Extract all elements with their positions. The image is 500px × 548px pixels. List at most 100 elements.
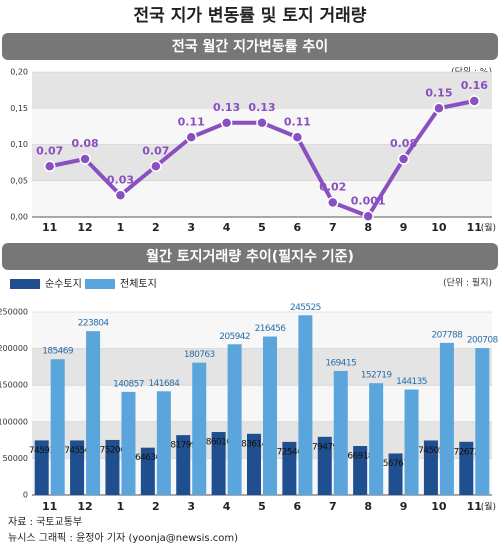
x-tick-label: 9	[400, 500, 408, 513]
data-label: 0.07	[36, 144, 63, 157]
bar	[404, 389, 419, 495]
point	[220, 117, 233, 129]
point	[327, 196, 339, 209]
legend-swatch	[10, 279, 40, 289]
legend-swatch	[85, 279, 115, 289]
band	[32, 72, 492, 109]
x-tick-label: 4	[223, 500, 231, 513]
y-tick-label: 150000	[0, 381, 28, 390]
data-label: 207788	[432, 330, 464, 340]
data-label: 0.001	[351, 194, 386, 207]
band	[32, 348, 492, 386]
band	[32, 385, 492, 422]
point	[291, 131, 304, 143]
y-tick-label: 0,05	[10, 176, 28, 185]
data-label: 66918	[347, 452, 374, 462]
band	[32, 312, 492, 349]
bar	[388, 453, 403, 495]
data-label: 0.11	[284, 115, 311, 128]
point	[43, 160, 56, 172]
data-label: 74556	[64, 446, 91, 456]
bar	[459, 441, 474, 495]
bar	[86, 331, 101, 495]
bar	[227, 344, 242, 495]
point	[150, 160, 162, 172]
point	[468, 95, 481, 107]
data-label: 141684	[148, 379, 180, 389]
data-label: 140857	[113, 379, 144, 389]
x-tick-label: 11	[467, 500, 482, 513]
x-tick-label: 12	[77, 221, 92, 234]
data-label: 56767	[383, 459, 409, 469]
bar	[298, 315, 313, 495]
x-tick-label: 1	[117, 500, 125, 513]
y-tick-label: 200000	[0, 344, 28, 353]
x-tick-label: 10	[431, 221, 447, 234]
data-label: 216456	[255, 324, 287, 334]
x-tick-label: 8	[364, 500, 372, 513]
x-tick-label: 3	[187, 221, 195, 234]
x-tick-label: 8	[364, 221, 372, 234]
x-tick-label: 11	[42, 221, 57, 234]
data-label: 0.16	[461, 79, 488, 92]
y-tick-label: 0,20	[10, 68, 28, 77]
data-label: 86010	[206, 438, 233, 448]
point	[397, 153, 410, 165]
bar	[475, 348, 490, 495]
data-label: 75206	[100, 445, 127, 455]
data-label: 0.15	[425, 86, 452, 99]
point	[79, 153, 91, 165]
x-tick-label: 3	[187, 500, 195, 513]
x-tick-label: 2	[152, 221, 160, 234]
band	[32, 144, 492, 181]
data-label: 83614	[241, 439, 268, 449]
data-label: 0.11	[178, 115, 205, 128]
data-label: 152719	[361, 371, 393, 381]
bar	[369, 383, 384, 495]
data-label: 81799	[170, 441, 197, 451]
data-label: 169415	[325, 358, 356, 368]
x-unit: (월)	[481, 222, 496, 234]
point	[114, 189, 127, 201]
bar	[317, 436, 332, 495]
bar	[50, 359, 65, 495]
x-tick-label: 6	[294, 500, 302, 513]
bar	[176, 435, 191, 495]
data-label: 223804	[78, 319, 110, 329]
header-bar	[2, 33, 498, 60]
data-label: 200708	[467, 336, 499, 346]
data-label: 74505	[418, 446, 444, 456]
chart-title: 전국 월간 지가변동률 추이	[172, 38, 328, 55]
data-label: 144135	[396, 377, 427, 387]
band	[32, 180, 492, 217]
bar	[105, 439, 120, 495]
data-label: 205942	[219, 332, 250, 342]
x-tick-label: 5	[258, 221, 266, 234]
x-unit: (월)	[481, 501, 496, 513]
bar	[140, 447, 155, 495]
data-label: 0.13	[213, 101, 240, 114]
bar	[423, 440, 438, 495]
data-label: 72546	[277, 447, 304, 457]
legend-label: 전체토지	[120, 278, 157, 290]
y-tick-label: 50000	[3, 454, 28, 463]
point	[185, 131, 197, 143]
bar	[34, 440, 49, 495]
data-label: 72672	[453, 447, 479, 457]
band	[32, 458, 492, 495]
bar	[333, 370, 348, 495]
y-tick-label: 100000	[0, 417, 28, 426]
bar	[211, 432, 226, 495]
x-tick-label: 11	[42, 500, 57, 513]
x-tick-label: 2	[152, 500, 160, 513]
x-tick-label: 10	[431, 500, 447, 513]
header-bar	[2, 243, 498, 270]
x-tick-label: 12	[77, 500, 92, 513]
x-tick-label: 11	[467, 221, 482, 234]
y-tick-label: 0,15	[10, 104, 28, 113]
bar	[156, 391, 171, 495]
y-tick-label: 0	[23, 491, 28, 500]
data-label: 180763	[184, 350, 215, 360]
source: 자료 : 국토교통부	[8, 516, 82, 528]
